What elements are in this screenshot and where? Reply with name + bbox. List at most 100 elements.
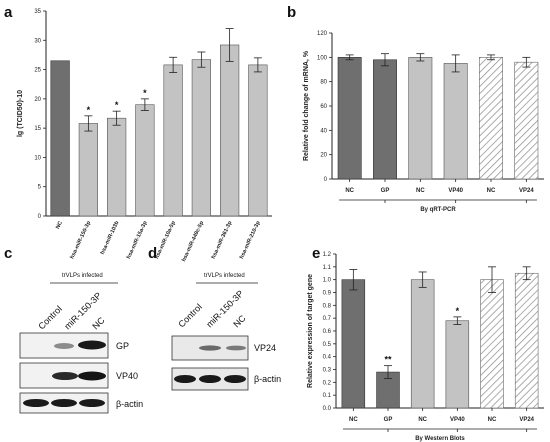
bar	[408, 57, 433, 180]
y-tick-label: 15	[34, 126, 41, 132]
chart-b: 0 20 40 60 80 100 120 Relative fold change of m…	[303, 31, 544, 213]
x-tick-label: VP40	[450, 417, 465, 423]
blot-d-lane-0: Control	[176, 302, 204, 330]
bar	[78, 123, 98, 217]
bar	[107, 117, 127, 217]
y-tick-label: 0.2	[323, 380, 332, 386]
significance-marker: *	[115, 100, 119, 110]
bar	[135, 104, 155, 217]
x-tick-label: NC	[55, 220, 64, 230]
blot-d-band	[199, 345, 221, 351]
x-tick-label: hsa-miR-15a-3p	[126, 220, 149, 260]
y-tick-label: 0.3	[323, 368, 332, 374]
x-tick-label: NC	[349, 417, 358, 423]
y-tick-label: 100	[317, 55, 328, 61]
blot-d-band	[199, 375, 221, 383]
y-tick-label: 0.8	[323, 303, 332, 309]
y-tick-label: 5	[38, 185, 42, 191]
x-tick-label: NC	[488, 417, 497, 423]
bar	[410, 279, 435, 409]
y-tick-label: 20	[320, 153, 327, 159]
bar	[514, 61, 539, 180]
blot-c-header: trVLPs infected	[62, 273, 103, 279]
blot-c-band	[78, 340, 106, 350]
blot-d-lane-2: NC	[231, 313, 248, 330]
x-axis-label: By qRT-PCR	[420, 207, 456, 213]
y-tick-label: 0.7	[323, 316, 332, 322]
y-tick-label: 0.1	[323, 393, 332, 399]
y-tick-label: 10	[34, 155, 41, 161]
y-tick-label: 80	[320, 80, 327, 86]
blot-c-band	[54, 343, 74, 349]
y-tick-label: 35	[34, 9, 41, 15]
y-axis-label: Relative fold change of mRNA, %	[303, 50, 310, 161]
panel-letter-a: a	[4, 4, 13, 21]
panel-letter-b: b	[287, 4, 296, 21]
significance-marker: **	[384, 355, 392, 365]
significance-marker: *	[456, 306, 460, 316]
y-tick-label: 0.5	[323, 342, 332, 348]
y-tick-label: 120	[317, 31, 328, 37]
y-tick-label: 1.1	[323, 265, 332, 271]
y-tick-label: 0.9	[323, 291, 332, 297]
y-tick-label: 40	[320, 128, 327, 134]
bar	[337, 57, 362, 180]
significance-marker: *	[87, 105, 91, 115]
bar	[50, 60, 70, 217]
blot-panel-c: trVLPs infected Control miR-150-3P NC GP…	[19, 273, 143, 414]
x-tick-label: GP	[381, 188, 390, 194]
y-tick-label: 0.0	[323, 406, 332, 412]
x-tick-label: NC	[418, 417, 427, 423]
bar	[163, 64, 183, 217]
blot-c-row-label-2: β-actin	[116, 399, 143, 409]
blot-d-band	[174, 375, 196, 383]
blot-c-lane-0: Control	[36, 304, 64, 332]
x-tick-label: GP	[384, 417, 393, 423]
blot-c-row-label-1: VP40	[116, 371, 138, 381]
x-tick-label: VP24	[519, 417, 534, 423]
x-axis-label: By Western Blots	[415, 436, 465, 442]
panel-letter-e: e	[312, 245, 320, 262]
bar	[341, 279, 366, 409]
blot-c-band	[23, 399, 49, 407]
x-tick-label: NC	[345, 188, 354, 194]
bar	[480, 279, 504, 409]
panel-letter-c: c	[4, 245, 12, 262]
y-tick-label: 0.4	[323, 355, 332, 361]
y-tick-label: 30	[34, 38, 41, 44]
y-tick-label: 0	[38, 214, 42, 220]
blot-c-band	[52, 372, 78, 380]
bar	[373, 59, 397, 180]
y-tick-label: 0	[324, 177, 328, 183]
y-tick-label: 25	[34, 68, 41, 74]
x-tick-label: NC	[487, 188, 496, 194]
bar	[443, 63, 468, 180]
x-tick-label: VP40	[448, 188, 463, 194]
chart-e: 0.0 0.1 0.2 0.3 0.4 0.5 0.6 0.7 0.8 0.9 1.0 1.1 1.2 R…	[307, 252, 544, 442]
x-tick-label: hsa-miR-361-3p	[211, 220, 234, 260]
blot-c-lane-2: NC	[90, 315, 107, 332]
x-tick-label: VP24	[519, 188, 534, 194]
significance-marker: *	[143, 88, 147, 98]
y-tick-label: 20	[34, 97, 41, 103]
y-tick-label: 0.6	[323, 329, 332, 335]
bar	[514, 272, 539, 409]
blot-d-band	[224, 375, 246, 383]
blot-d-row-label-1: β-actin	[254, 374, 281, 384]
x-tick-label: hsa-miR-150-3p	[69, 220, 92, 260]
bar	[445, 320, 470, 409]
blot-c-band	[51, 399, 77, 407]
x-tick-label: hsa-miR-449c-5p	[181, 220, 205, 263]
bar	[479, 57, 503, 180]
bar	[220, 44, 240, 217]
bar	[248, 64, 268, 217]
x-tick-label: NC	[416, 188, 425, 194]
blot-c-band	[79, 399, 105, 407]
x-tick-label: hsa-miR-210-3p	[239, 220, 262, 260]
y-axis-label: Relative expression of target gene	[307, 274, 314, 388]
panel-letter-d: d	[148, 245, 157, 262]
blot-panel-d: trVLPs infected Control miR-150-3P NC VP…	[171, 273, 281, 391]
bar	[191, 59, 211, 217]
blot-d-band	[226, 345, 246, 351]
